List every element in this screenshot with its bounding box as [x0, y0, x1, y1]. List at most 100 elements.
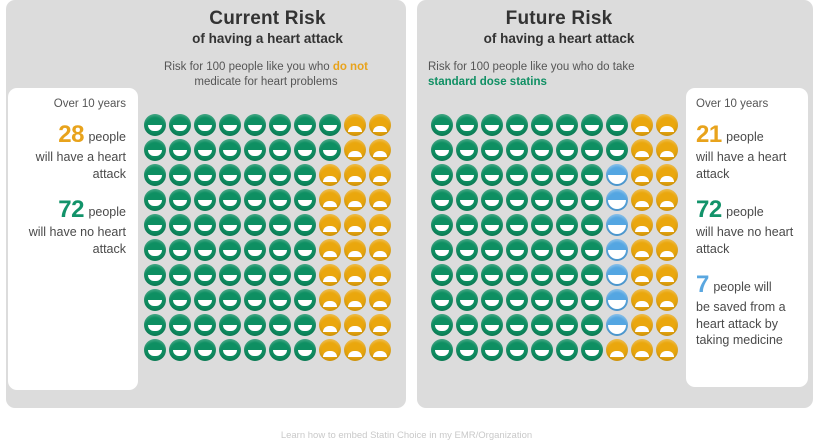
- person-icon-green: [194, 239, 216, 261]
- person-icon-blue: [606, 264, 628, 286]
- person-icon-green: [144, 139, 166, 161]
- person-icon-green: [194, 314, 216, 336]
- person-icon-orange: [656, 189, 678, 211]
- person-icon-green: [144, 164, 166, 186]
- current-risk-stats-card: Over 10 years 28 people will have a hear…: [8, 88, 138, 390]
- future-desc-emphasis: standard dose statins: [428, 75, 547, 88]
- person-icon-green: [481, 164, 503, 186]
- person-icon-green: [244, 164, 266, 186]
- person-icon-green: [269, 164, 291, 186]
- future-stat-lead-0: people: [726, 130, 764, 144]
- future-stat-text-2: be saved from a heart attack by taking m…: [696, 300, 786, 347]
- person-icon-green: [269, 314, 291, 336]
- person-icon-green: [481, 339, 503, 361]
- person-icon-green: [294, 264, 316, 286]
- person-icon-green: [294, 239, 316, 261]
- person-icon-orange: [344, 189, 366, 211]
- person-icon-green: [219, 164, 241, 186]
- person-icon-green: [556, 239, 578, 261]
- person-icon-green: [481, 264, 503, 286]
- person-icon-orange: [369, 164, 391, 186]
- person-icon-orange: [369, 139, 391, 161]
- person-icon-green: [506, 164, 528, 186]
- person-icon-green: [294, 164, 316, 186]
- person-icon-green: [456, 114, 478, 136]
- person-icon-orange: [369, 339, 391, 361]
- person-icon-green: [294, 289, 316, 311]
- person-icon-orange: [656, 239, 678, 261]
- person-icon-green: [431, 189, 453, 211]
- person-icon-green: [169, 189, 191, 211]
- person-icon-orange: [369, 264, 391, 286]
- person-icon-orange: [344, 239, 366, 261]
- person-icon-green: [294, 139, 316, 161]
- person-icon-blue: [606, 189, 628, 211]
- person-icon-green: [506, 114, 528, 136]
- future-timeframe-label: Over 10 years: [696, 98, 769, 110]
- current-risk-heading: Current Risk of having a heart attack: [140, 8, 395, 47]
- person-icon-orange: [369, 189, 391, 211]
- person-icon-green: [506, 314, 528, 336]
- person-icon-orange: [319, 289, 341, 311]
- person-icon-green: [556, 289, 578, 311]
- person-icon-green: [581, 214, 603, 236]
- person-icon-green: [456, 214, 478, 236]
- bottom-white-strip: [6, 410, 806, 429]
- person-icon-orange: [631, 339, 653, 361]
- person-icon-green: [169, 289, 191, 311]
- person-icon-green: [456, 139, 478, 161]
- person-icon-green: [169, 239, 191, 261]
- current-stat-lead-0: people: [88, 130, 126, 144]
- person-icon-green: [144, 264, 166, 286]
- person-icon-blue: [606, 239, 628, 261]
- person-icon-green: [169, 339, 191, 361]
- person-icon-green: [481, 314, 503, 336]
- person-icon-orange: [319, 239, 341, 261]
- future-risk-title: Future Risk: [505, 8, 613, 29]
- current-risk-icon-array[interactable]: [144, 114, 394, 364]
- person-icon-green: [269, 264, 291, 286]
- person-icon-green: [144, 339, 166, 361]
- person-icon-green: [531, 339, 553, 361]
- person-icon-orange: [656, 264, 678, 286]
- current-stat-number-28: 28: [58, 121, 84, 148]
- person-icon-green: [269, 214, 291, 236]
- person-icon-green: [219, 264, 241, 286]
- person-icon-green: [581, 339, 603, 361]
- person-icon-green: [144, 214, 166, 236]
- current-desc-suffix: medicate for heart problems: [194, 75, 338, 88]
- person-icon-green: [506, 214, 528, 236]
- current-stat-text-1: will have no heart attack: [28, 225, 126, 256]
- person-icon-orange: [369, 289, 391, 311]
- person-icon-green: [194, 339, 216, 361]
- person-icon-green: [294, 214, 316, 236]
- person-icon-green: [456, 164, 478, 186]
- person-icon-orange: [319, 314, 341, 336]
- person-icon-green: [244, 314, 266, 336]
- person-icon-orange: [631, 289, 653, 311]
- person-icon-green: [431, 289, 453, 311]
- person-icon-green: [219, 114, 241, 136]
- person-icon-green: [219, 314, 241, 336]
- person-icon-green: [556, 339, 578, 361]
- person-icon-orange: [344, 214, 366, 236]
- person-icon-green: [269, 239, 291, 261]
- person-icon-green: [431, 214, 453, 236]
- person-icon-green: [144, 289, 166, 311]
- person-icon-orange: [606, 339, 628, 361]
- future-risk-icon-array[interactable]: [431, 114, 681, 364]
- person-icon-green: [531, 189, 553, 211]
- person-icon-green: [219, 289, 241, 311]
- person-icon-green: [581, 139, 603, 161]
- person-icon-green: [531, 114, 553, 136]
- person-icon-green: [144, 239, 166, 261]
- person-icon-green: [456, 339, 478, 361]
- person-icon-orange: [369, 239, 391, 261]
- person-icon-green: [581, 164, 603, 186]
- person-icon-green: [431, 339, 453, 361]
- person-icon-green: [581, 314, 603, 336]
- current-desc-emphasis: do not: [332, 61, 368, 73]
- person-icon-orange: [631, 189, 653, 211]
- embed-statin-choice-link[interactable]: Learn how to embed Statin Choice in my E…: [280, 430, 533, 441]
- person-icon-green: [169, 214, 191, 236]
